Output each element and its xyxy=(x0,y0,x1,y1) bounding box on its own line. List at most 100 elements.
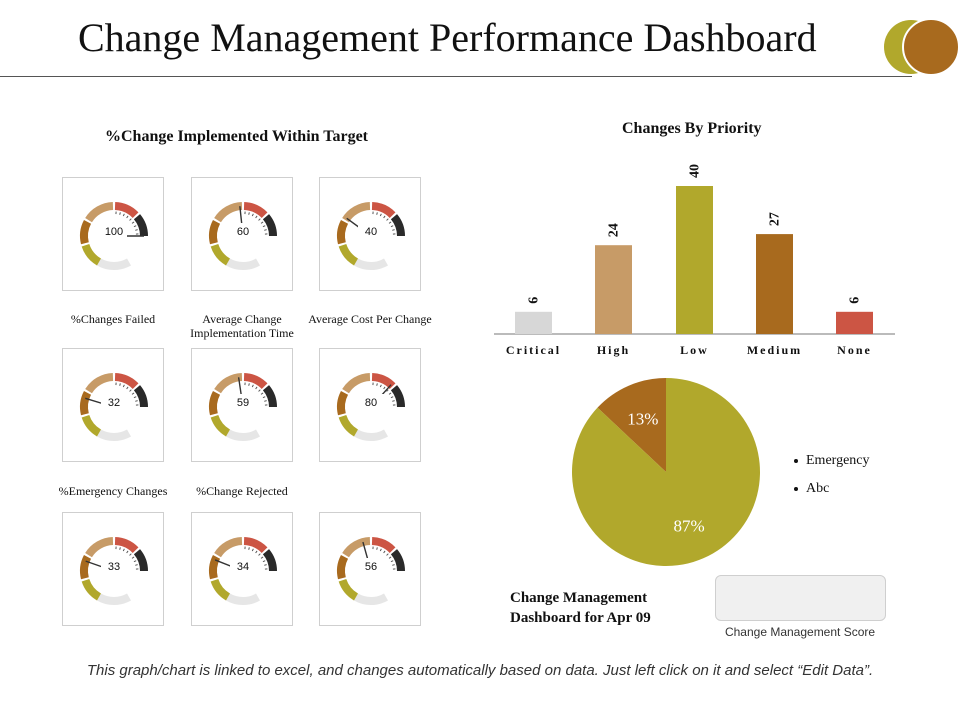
legend-label: Abc xyxy=(806,481,830,496)
gauge-segment xyxy=(209,555,221,580)
gauge-segment xyxy=(114,537,139,554)
gauge-track xyxy=(354,593,388,605)
gauge-tick xyxy=(135,564,138,566)
gauge-value: 32 xyxy=(108,397,120,409)
gauge-segment xyxy=(209,220,221,245)
gauge-dial: 32 xyxy=(80,373,148,441)
score-caption: Change Management Score xyxy=(724,625,876,639)
gauge-segment xyxy=(262,385,277,408)
gauge-value-bg xyxy=(358,394,384,410)
gauge-tick xyxy=(131,556,135,559)
gauge-tick xyxy=(264,400,267,402)
gauge-tick xyxy=(379,384,382,388)
gauge-segment xyxy=(243,537,268,554)
pie-slice-emergency xyxy=(597,378,666,472)
gauge-track xyxy=(97,258,131,270)
pie-value-label: 13% xyxy=(627,410,658,429)
gauge-segment xyxy=(114,373,139,390)
gauge-track xyxy=(354,258,388,270)
page-title: Change Management Performance Dashboard xyxy=(78,15,817,60)
gauge-segment xyxy=(342,202,371,223)
bar-value-label: 6 xyxy=(848,297,863,304)
gauge-tick xyxy=(248,547,250,550)
gauge-tick xyxy=(251,213,254,217)
gauge-tick xyxy=(248,212,250,215)
pie-slice-abc xyxy=(572,378,761,566)
gauge-tick xyxy=(376,212,378,215)
gauge-tick xyxy=(388,221,392,224)
gauge-tick xyxy=(133,225,137,228)
gauge-tick xyxy=(383,386,386,390)
gauge-track xyxy=(226,593,260,605)
gauge-tick xyxy=(392,564,395,566)
gauge-track xyxy=(97,593,131,605)
gauge-value-bg xyxy=(101,394,127,410)
bar-value-label: 40 xyxy=(688,164,703,178)
gauge-label: Average Cost Per Change xyxy=(308,312,432,326)
gauge-track xyxy=(226,429,260,441)
legend-item-emergency: Emergency xyxy=(794,451,870,479)
gauge-tick xyxy=(379,548,382,552)
gauge-tick xyxy=(129,218,132,221)
gauge-segment xyxy=(133,549,148,572)
gauge-segment xyxy=(80,555,92,580)
gauge-tick xyxy=(129,389,132,392)
gauge-tick xyxy=(262,396,266,399)
gauge-segment xyxy=(371,537,396,554)
gauge-tick xyxy=(386,218,389,221)
gauge-segment xyxy=(80,391,92,416)
gauge-tick xyxy=(379,213,382,217)
gauge-label: %Changes Failed xyxy=(70,312,156,326)
gauge-value: 34 xyxy=(237,561,249,573)
gauge-tick xyxy=(390,560,394,563)
gauge-dial: 60 xyxy=(209,202,277,270)
gauge-tick xyxy=(119,383,121,386)
title-divider xyxy=(0,76,912,77)
gauge-dial: 59 xyxy=(209,373,277,441)
bar-category-label: None xyxy=(837,343,872,357)
gauge-segment xyxy=(342,537,371,558)
gauge-tick xyxy=(122,548,125,552)
gauge-tick xyxy=(133,396,137,399)
gauge-segment xyxy=(85,202,114,223)
gauge-tick xyxy=(119,212,121,215)
gauge-segment xyxy=(85,537,114,558)
gauge-value: 60 xyxy=(237,226,249,238)
gauge-card: 33 xyxy=(62,512,164,626)
gauge-segment xyxy=(85,373,114,394)
gauge-tick xyxy=(122,213,125,217)
pie-legend: Emergency Abc xyxy=(794,451,870,507)
gauge-value: 100 xyxy=(105,226,123,238)
gauge-tick xyxy=(388,556,392,559)
gauge-segment xyxy=(133,385,148,408)
gauge-tick xyxy=(258,218,261,221)
bar-value-label: 27 xyxy=(768,212,783,226)
bar-category-label: Critical xyxy=(506,343,561,357)
gauge-tick xyxy=(129,553,132,556)
gauge-segment xyxy=(243,202,268,219)
gauge-tick xyxy=(376,547,378,550)
gauge-value: 33 xyxy=(108,561,120,573)
gauge-tick xyxy=(135,229,138,231)
gauge-segment xyxy=(81,414,102,437)
gauge-value-bg xyxy=(358,558,384,574)
gauge-dial: 56 xyxy=(337,537,405,605)
gauge-tick xyxy=(260,392,264,395)
gauge-tick xyxy=(264,229,267,231)
gauge-card: 100 xyxy=(62,177,164,291)
gauge-value: 59 xyxy=(237,397,249,409)
bar-chart-title: Changes By Priority xyxy=(622,120,762,137)
gauge-segment xyxy=(390,214,405,237)
gauge-tick xyxy=(376,383,378,386)
gauge-tick xyxy=(392,229,395,231)
gauge-segment xyxy=(337,220,349,245)
gauge-dial: 40 xyxy=(337,202,405,270)
bar-medium xyxy=(756,234,793,334)
pie-value-label: 87% xyxy=(674,516,705,535)
bar-category-label: High xyxy=(597,343,630,357)
gauge-tick xyxy=(383,550,386,554)
gauge-tick xyxy=(126,215,129,219)
gauge-value-bg xyxy=(230,394,256,410)
gauge-card: 59 xyxy=(191,348,293,462)
gauge-tick xyxy=(255,215,258,219)
